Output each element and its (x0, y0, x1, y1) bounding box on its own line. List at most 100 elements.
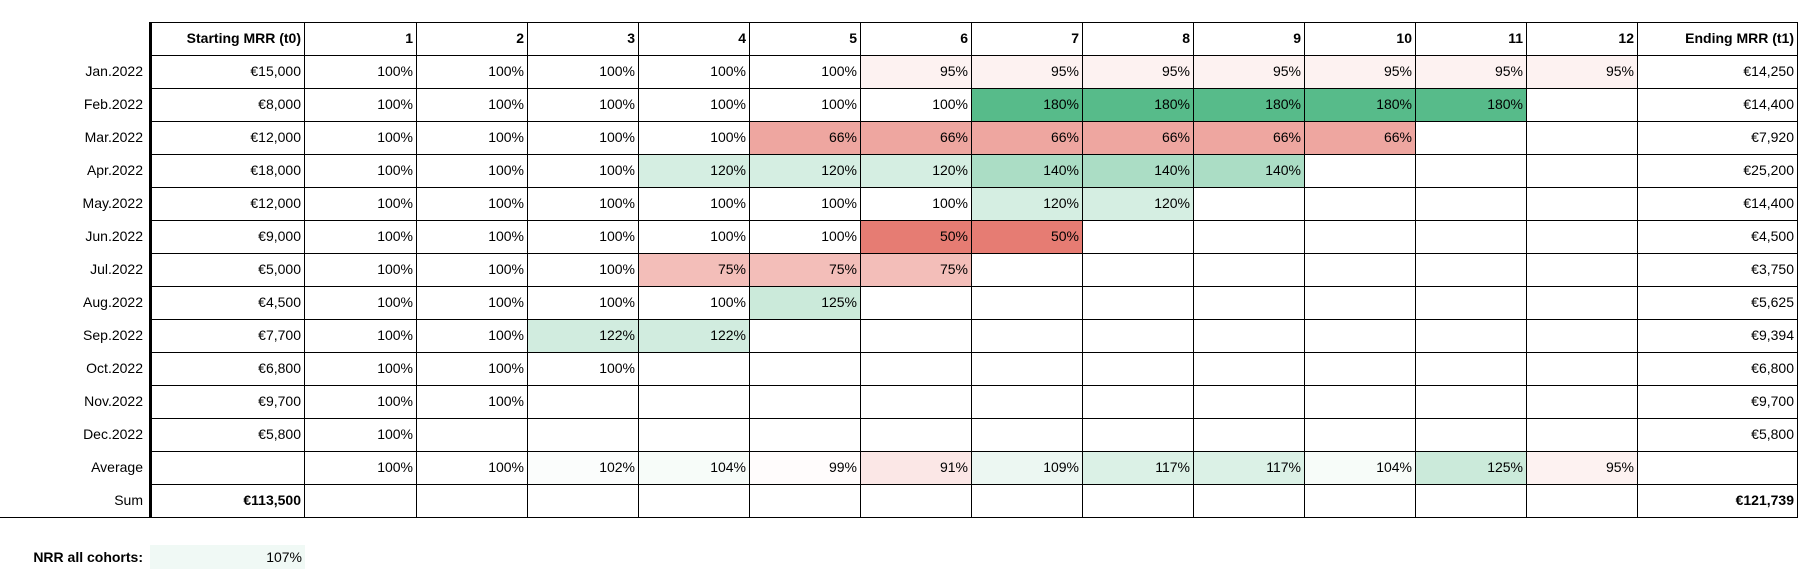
cell (861, 353, 972, 386)
cell: 66% (1083, 122, 1194, 155)
cell (1527, 386, 1638, 419)
cell: 180% (1083, 89, 1194, 122)
cell: 100% (639, 56, 750, 89)
cell: 100% (528, 287, 639, 320)
column-header: 10 (1305, 23, 1416, 56)
cell (639, 419, 750, 452)
cell: 91% (861, 452, 972, 485)
cell (1083, 485, 1194, 518)
cell (1305, 221, 1416, 254)
cell (972, 254, 1083, 287)
cell: €7,920 (1638, 122, 1798, 155)
cell: 100% (417, 122, 528, 155)
grid-line (149, 22, 152, 518)
row-label: Sep.2022 (83, 327, 143, 343)
cell: €121,739 (1638, 485, 1798, 518)
cell: 100% (417, 386, 528, 419)
cell: 180% (1305, 89, 1416, 122)
cell: 120% (1083, 188, 1194, 221)
cell: 95% (1527, 56, 1638, 89)
cell (1527, 320, 1638, 353)
cell: €5,800 (1638, 419, 1798, 452)
cell: 100% (750, 221, 861, 254)
row-label: Average (91, 459, 143, 475)
cell: 120% (750, 155, 861, 188)
cell: 99% (750, 452, 861, 485)
cell: 104% (1305, 452, 1416, 485)
cell: 100% (305, 419, 417, 452)
cell: 109% (972, 452, 1083, 485)
column-header: 6 (861, 23, 972, 56)
cell (639, 386, 750, 419)
cell: €5,625 (1638, 287, 1798, 320)
cell: 100% (417, 221, 528, 254)
cell (861, 419, 972, 452)
cell (1305, 419, 1416, 452)
cell: 95% (1083, 56, 1194, 89)
cell (1305, 386, 1416, 419)
cell: €4,500 (150, 287, 305, 320)
cell: 100% (305, 89, 417, 122)
cell (750, 353, 861, 386)
cell: €5,000 (150, 254, 305, 287)
cell: 75% (750, 254, 861, 287)
cell (1305, 155, 1416, 188)
cell: 95% (1527, 452, 1638, 485)
cell: 100% (305, 122, 417, 155)
cell (417, 419, 528, 452)
column-header: 12 (1527, 23, 1638, 56)
cell: €9,700 (150, 386, 305, 419)
cell: €15,000 (150, 56, 305, 89)
cell: €12,000 (150, 122, 305, 155)
row-label: Jun.2022 (85, 228, 143, 244)
cell (972, 485, 1083, 518)
cell (1416, 386, 1527, 419)
cell (972, 287, 1083, 320)
cell (1083, 386, 1194, 419)
cell (750, 485, 861, 518)
nrr-label: NRR all cohorts: (33, 549, 143, 565)
cell: 122% (639, 320, 750, 353)
cell: 100% (417, 353, 528, 386)
cell: €6,800 (150, 353, 305, 386)
cell (1305, 320, 1416, 353)
cell (639, 353, 750, 386)
cell: €7,700 (150, 320, 305, 353)
row-label: Apr.2022 (86, 162, 143, 178)
cell: 100% (305, 155, 417, 188)
cell (639, 485, 750, 518)
cell (1194, 221, 1305, 254)
cell (1416, 122, 1527, 155)
cell (972, 419, 1083, 452)
cell: 100% (528, 56, 639, 89)
cell (1416, 353, 1527, 386)
cell (417, 485, 528, 518)
column-header: 3 (528, 23, 639, 56)
cell: 100% (750, 89, 861, 122)
cell (861, 287, 972, 320)
cell (1416, 419, 1527, 452)
cell: 100% (305, 386, 417, 419)
cell (1083, 221, 1194, 254)
cell: 95% (1194, 56, 1305, 89)
cell: 180% (1194, 89, 1305, 122)
cell: 100% (750, 188, 861, 221)
column-header: 1 (305, 23, 417, 56)
cell (150, 452, 305, 485)
cell: 120% (972, 188, 1083, 221)
cell (1638, 452, 1798, 485)
cell (750, 320, 861, 353)
cell: €14,400 (1638, 89, 1798, 122)
cell (1527, 287, 1638, 320)
column-header: Ending MRR (t1) (1638, 23, 1798, 56)
cell: 95% (1416, 56, 1527, 89)
column-header: 8 (1083, 23, 1194, 56)
cell (1527, 122, 1638, 155)
cell: 100% (417, 89, 528, 122)
cell (1194, 320, 1305, 353)
cell: 100% (305, 452, 417, 485)
cell (528, 419, 639, 452)
cell (1527, 353, 1638, 386)
column-header: Starting MRR (t0) (150, 23, 305, 56)
cell: 66% (1305, 122, 1416, 155)
